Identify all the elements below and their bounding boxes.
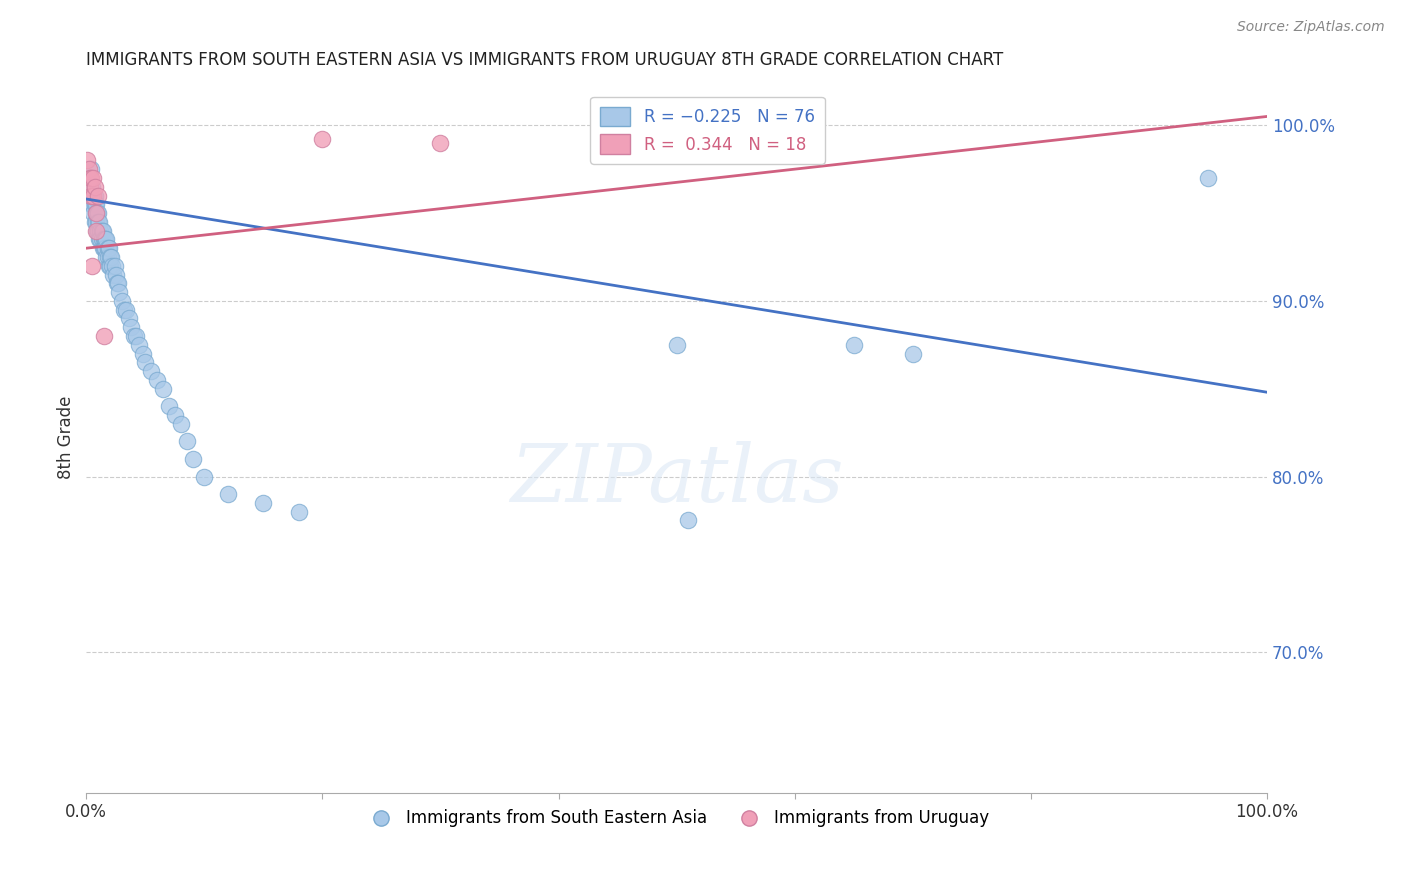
- Point: [111, 293, 134, 308]
- Point: [103, 268, 125, 282]
- Point: [665, 338, 688, 352]
- Point: [163, 408, 186, 422]
- Point: [94, 232, 117, 246]
- Point: [82, 188, 104, 202]
- Point: [77, 162, 100, 177]
- Point: [120, 320, 142, 334]
- Point: [252, 496, 274, 510]
- Point: [79, 179, 101, 194]
- Point: [91, 224, 114, 238]
- Point: [82, 259, 104, 273]
- Point: [82, 179, 104, 194]
- Point: [80, 188, 103, 202]
- Point: [311, 132, 333, 146]
- Point: [96, 241, 118, 255]
- Point: [83, 179, 105, 194]
- Point: [89, 224, 111, 238]
- Point: [84, 206, 107, 220]
- Point: [193, 469, 215, 483]
- Point: [108, 285, 131, 299]
- Point: [141, 364, 163, 378]
- Point: [181, 452, 204, 467]
- Text: ZIPatlas: ZIPatlas: [510, 441, 844, 518]
- Point: [98, 250, 121, 264]
- Point: [90, 232, 112, 246]
- Point: [82, 170, 104, 185]
- Point: [678, 513, 700, 527]
- Point: [901, 346, 924, 360]
- Point: [89, 232, 111, 246]
- Point: [125, 329, 148, 343]
- Point: [83, 215, 105, 229]
- Point: [157, 399, 180, 413]
- Point: [82, 188, 104, 202]
- Point: [98, 259, 121, 273]
- Point: [152, 382, 174, 396]
- Point: [94, 241, 117, 255]
- Point: [132, 346, 155, 360]
- Point: [82, 206, 104, 220]
- Point: [176, 434, 198, 449]
- Point: [89, 232, 111, 246]
- Point: [90, 224, 112, 238]
- Point: [429, 136, 451, 150]
- Point: [170, 417, 193, 431]
- Point: [97, 241, 120, 255]
- Point: [100, 250, 122, 264]
- Point: [122, 329, 145, 343]
- Point: [79, 179, 101, 194]
- Point: [86, 206, 108, 220]
- Point: [86, 224, 108, 238]
- Point: [118, 311, 141, 326]
- Point: [104, 268, 127, 282]
- Text: Source: ZipAtlas.com: Source: ZipAtlas.com: [1237, 20, 1385, 34]
- Point: [80, 197, 103, 211]
- Point: [115, 302, 138, 317]
- Point: [93, 241, 115, 255]
- Point: [128, 338, 150, 352]
- Point: [91, 241, 114, 255]
- Point: [105, 277, 128, 291]
- Point: [83, 188, 105, 202]
- Point: [89, 215, 111, 229]
- Point: [288, 505, 311, 519]
- Point: [84, 197, 107, 211]
- Y-axis label: 8th Grade: 8th Grade: [58, 395, 75, 479]
- Point: [79, 188, 101, 202]
- Legend: Immigrants from South Eastern Asia, Immigrants from Uruguay: Immigrants from South Eastern Asia, Immi…: [357, 803, 995, 834]
- Point: [101, 259, 124, 273]
- Point: [76, 153, 98, 168]
- Point: [82, 197, 104, 211]
- Point: [146, 373, 169, 387]
- Point: [107, 277, 129, 291]
- Point: [96, 250, 118, 264]
- Point: [84, 224, 107, 238]
- Point: [842, 338, 865, 352]
- Point: [83, 197, 105, 211]
- Point: [665, 121, 688, 136]
- Point: [217, 487, 239, 501]
- Point: [104, 259, 127, 273]
- Point: [96, 250, 118, 264]
- Point: [97, 259, 120, 273]
- Point: [134, 355, 156, 369]
- Point: [77, 170, 100, 185]
- Point: [112, 302, 135, 317]
- Point: [87, 188, 110, 202]
- Text: IMMIGRANTS FROM SOUTH EASTERN ASIA VS IMMIGRANTS FROM URUGUAY 8TH GRADE CORRELAT: IMMIGRANTS FROM SOUTH EASTERN ASIA VS IM…: [86, 51, 1004, 69]
- Point: [80, 170, 103, 185]
- Point: [96, 232, 118, 246]
- Point: [87, 206, 110, 220]
- Point: [93, 329, 115, 343]
- Point: [606, 127, 628, 141]
- Point: [84, 206, 107, 220]
- Point: [84, 215, 107, 229]
- Point: [87, 224, 110, 238]
- Point: [82, 188, 104, 202]
- Point: [80, 162, 103, 177]
- Point: [87, 215, 110, 229]
- Point: [93, 232, 115, 246]
- Point: [79, 170, 101, 185]
- Point: [1197, 170, 1219, 185]
